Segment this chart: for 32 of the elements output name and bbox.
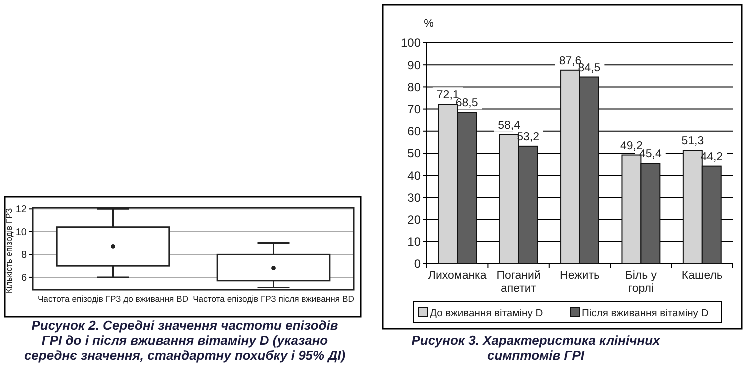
text: Рисунок 3. Характеристика клінічних симптомів ГРІ [412, 333, 662, 363]
y-tick-label: 80 [408, 80, 422, 94]
y-tick-label: 20 [408, 213, 422, 227]
x-tick-label: Частота епізодів ГРЗ до вживання BD [38, 294, 189, 304]
y-tick-label: 10 [408, 235, 422, 250]
x-tick-label: Біль у горлі [625, 270, 658, 295]
data-label: 68,5 [456, 98, 478, 110]
y-tick-label: 12 [16, 204, 28, 216]
y-tick-label: 60 [408, 124, 422, 139]
legend-label: До вживання вітаміну D [430, 308, 544, 320]
y-tick-label: 8 [21, 250, 28, 262]
data-label: 84,5 [578, 62, 601, 74]
y-tick-label: 50 [408, 146, 422, 161]
data-label: 51,3 [682, 136, 704, 148]
y-axis-title: % [424, 18, 434, 30]
y-tick-label: 100 [400, 36, 422, 50]
y-tick-label: 6 [21, 272, 28, 284]
x-tick-label: Нежить [560, 270, 600, 282]
y-axis-title: Кількість епізодів ГРЗ [4, 208, 14, 294]
y-tick-label: 0 [414, 257, 422, 272]
legend-label: Після вживання вітаміну D [582, 308, 709, 320]
y-tick-label: 30 [408, 190, 422, 205]
y-tick-label: 90 [408, 58, 422, 72]
data-label: 58,4 [498, 120, 522, 132]
text: Рисунок 2. Середні значення частоти епізодів ГРІ до і після вживання вітаміну D (указано середнє значення, стандартну похибку і 95% ДІ) [24, 318, 346, 363]
y-tick-label: 40 [408, 168, 422, 183]
x-tick-label: Кашель [682, 270, 723, 282]
y-tick-label: 10 [16, 227, 28, 238]
x-tick-label: Частота епізодів ГРЗ після вживання BD [193, 294, 354, 304]
x-tick-label: Лихоманка [428, 270, 488, 282]
x-tick-label: Поганий апетит [496, 270, 541, 295]
y-tick-label: 70 [408, 102, 422, 116]
